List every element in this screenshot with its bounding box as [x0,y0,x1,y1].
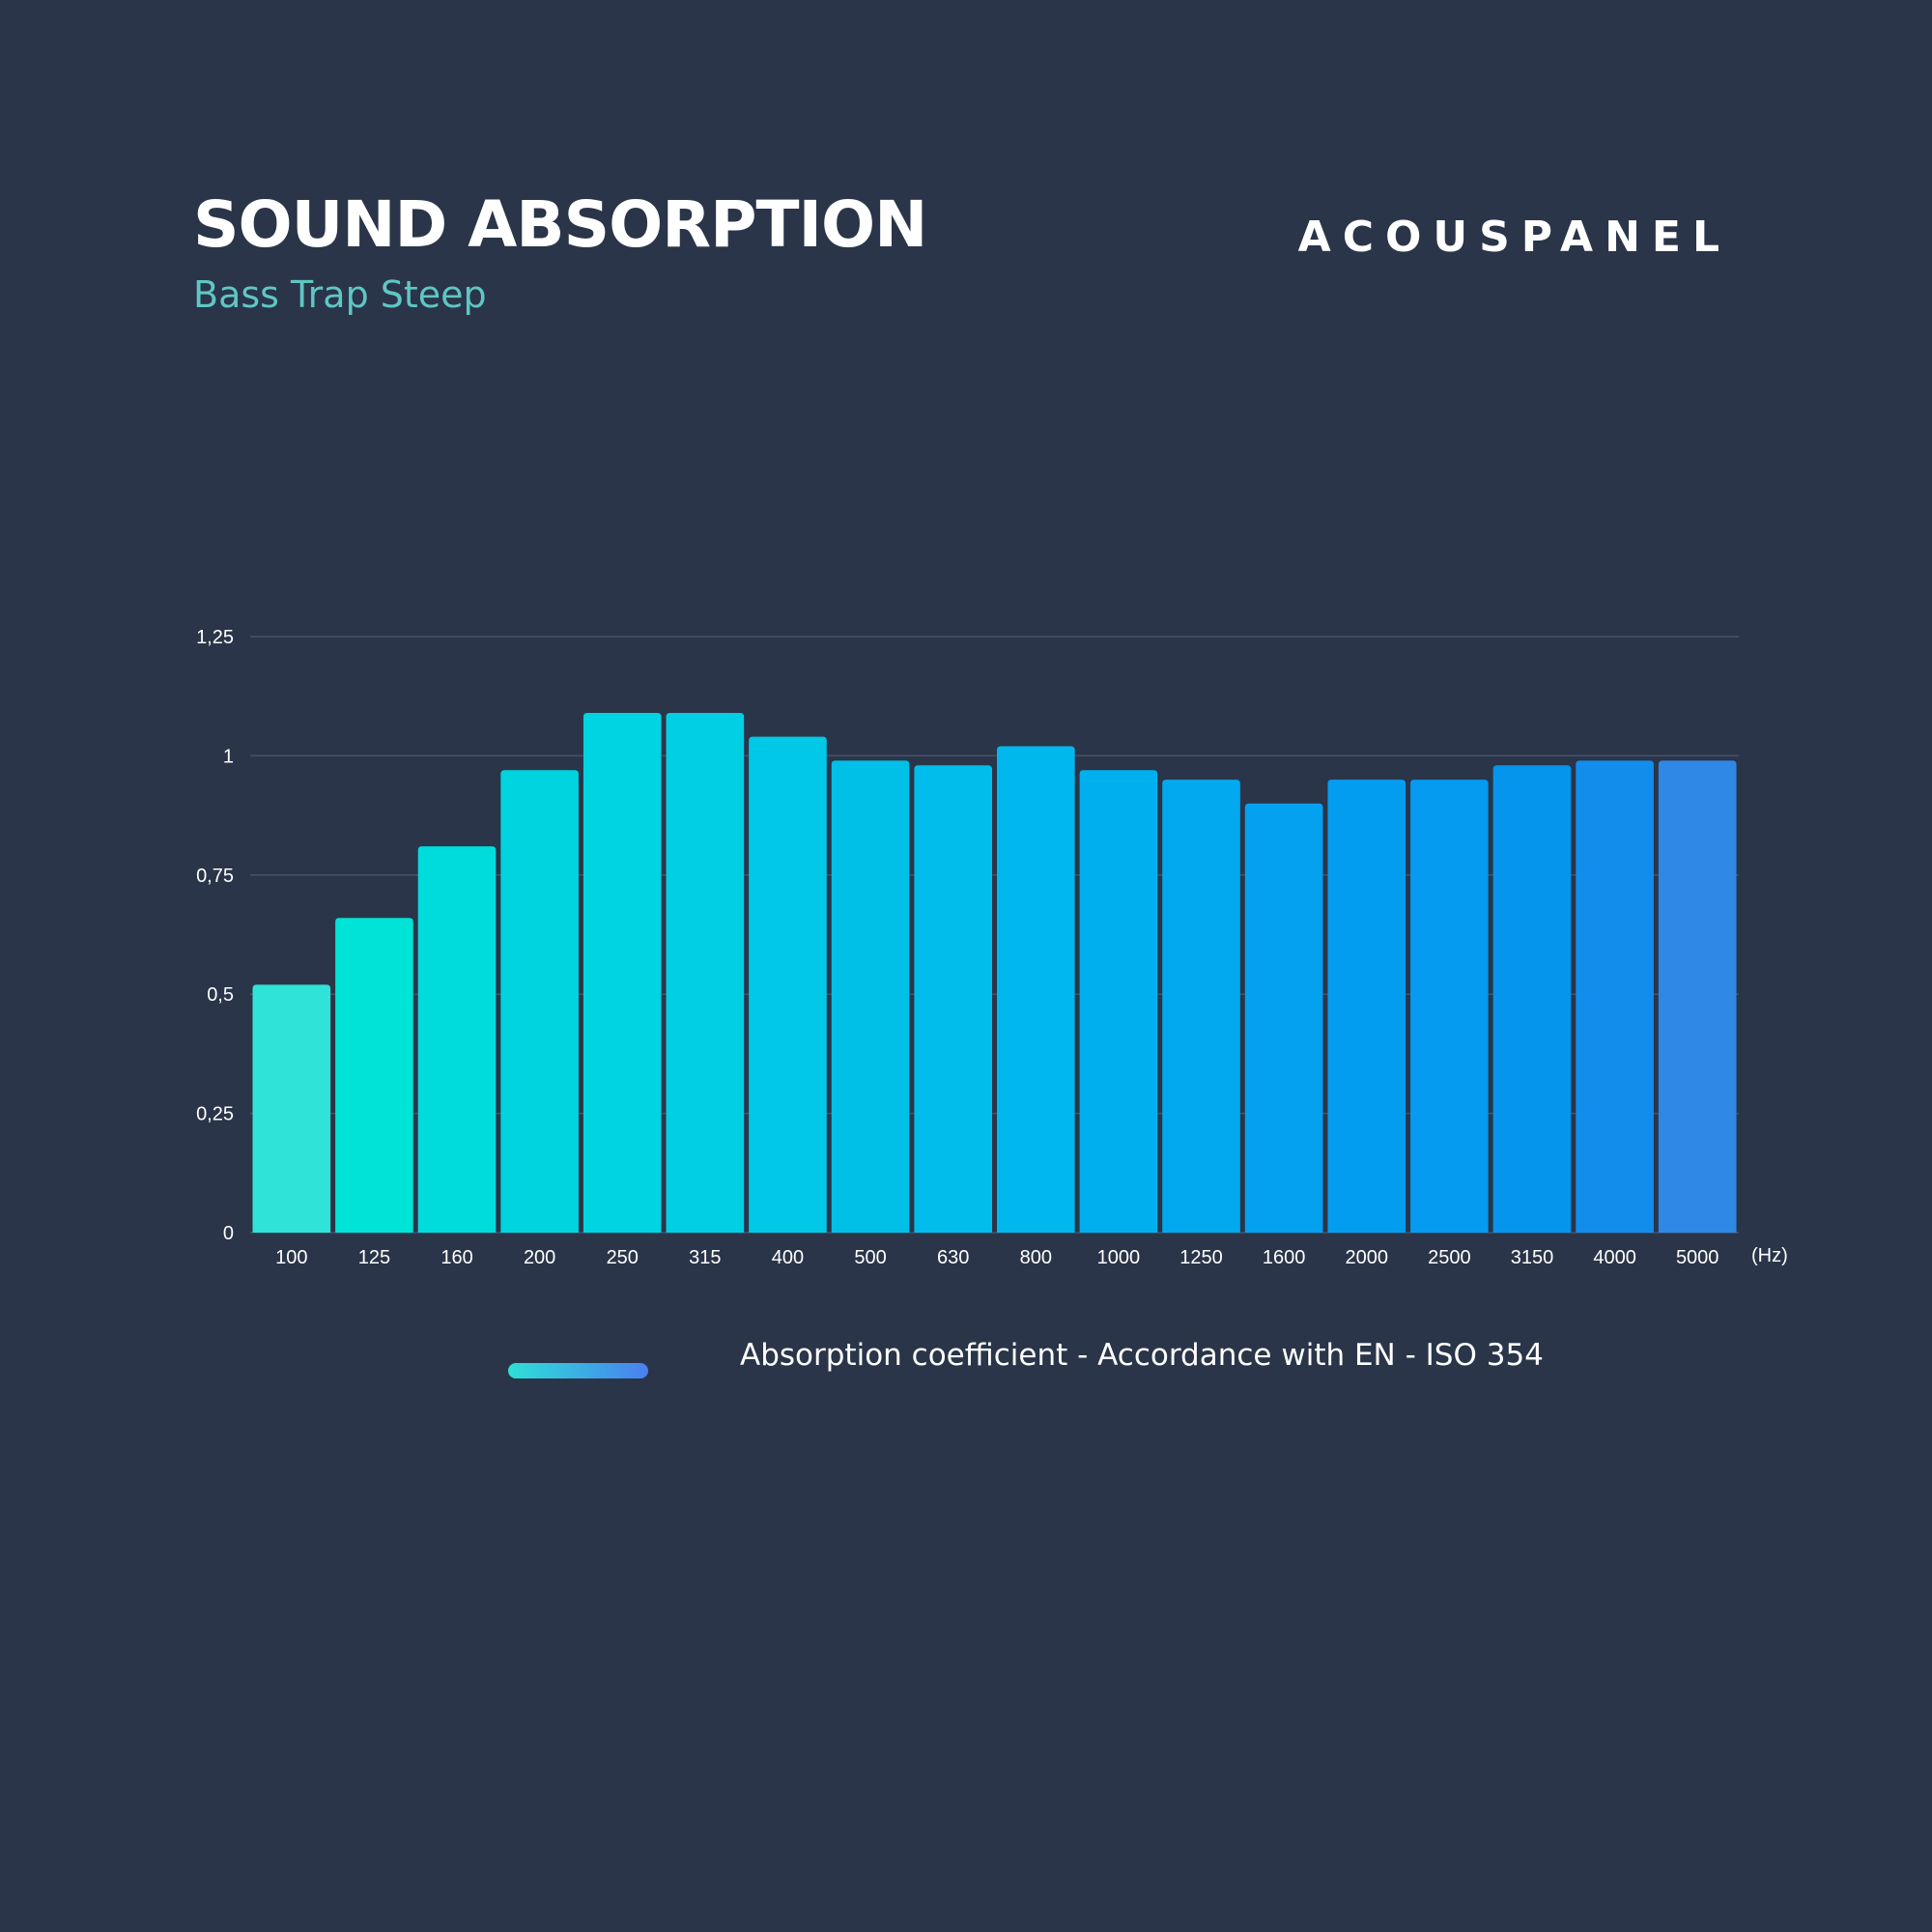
x-tick-label: 160 [440,1247,472,1268]
y-tick-label: 1,25 [196,627,234,648]
bar-125 [335,918,413,1233]
x-tick-label: 250 [607,1247,639,1268]
bar-630 [914,765,992,1233]
bar-1250 [1162,780,1240,1233]
y-tick-label: 0,25 [196,1104,234,1125]
y-tick-label: 1 [223,746,234,767]
x-tick-label: 315 [689,1247,721,1268]
bar-100 [252,984,331,1233]
bar-400 [749,736,827,1233]
x-tick-label: 400 [772,1247,804,1268]
x-unit-label: (Hz) [1751,1245,1788,1266]
bar-315 [666,712,745,1233]
legend-swatch [508,1363,648,1378]
x-tick-label: 1250 [1179,1247,1223,1268]
x-axis: 100 125 160 200 250 315 400 500 630 800 1000 1250 16… [275,1245,1788,1268]
bar-2500 [1410,780,1489,1233]
bar-5000 [1658,760,1737,1233]
x-tick-label: 1600 [1263,1247,1306,1268]
x-tick-label: 4000 [1593,1247,1636,1268]
bar-4000 [1576,760,1654,1233]
x-tick-label: 100 [275,1247,307,1268]
page-subtitle: Bass Trap Steep [193,273,487,316]
legend-label: Absorption coefficient - Accordance with… [740,1338,1544,1373]
bar-250 [582,712,662,1233]
bar-2000 [1327,780,1406,1233]
x-tick-label: 2500 [1428,1247,1471,1268]
x-tick-label: 500 [854,1247,886,1268]
y-tick-label: 0,5 [207,984,234,1006]
x-tick-label: 800 [1020,1247,1052,1268]
bar-3150 [1492,765,1572,1233]
bar-1600 [1244,803,1323,1233]
x-tick-label: 3150 [1511,1247,1554,1268]
page-title: SOUND ABSORPTION [193,187,927,262]
x-tick-label: 630 [937,1247,969,1268]
bar-800 [997,746,1075,1233]
x-tick-label: 200 [524,1247,555,1268]
x-tick-label: 125 [358,1247,390,1268]
x-tick-label: 5000 [1676,1247,1719,1268]
grid-lines [250,636,1739,1234]
y-tick-label: 0 [223,1223,234,1244]
brand-logo: ACOUSPANEL [1297,213,1731,262]
bar-200 [500,770,579,1233]
bar-500 [831,760,910,1233]
x-tick-label: 1000 [1097,1247,1141,1268]
y-axis: 0 0,25 0,5 0,75 1 1,25 [196,627,234,1244]
x-tick-label: 2000 [1346,1247,1389,1268]
y-tick-label: 0,75 [196,866,234,887]
bars [252,712,1737,1233]
bar-1000 [1079,770,1158,1233]
bar-160 [417,846,497,1233]
